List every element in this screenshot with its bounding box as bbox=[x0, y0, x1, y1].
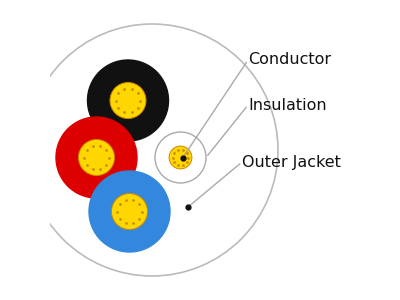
Circle shape bbox=[78, 140, 114, 175]
Text: Conductor: Conductor bbox=[248, 52, 331, 68]
Text: Outer Jacket: Outer Jacket bbox=[242, 154, 341, 169]
Circle shape bbox=[110, 82, 146, 118]
Circle shape bbox=[88, 60, 168, 141]
Circle shape bbox=[169, 146, 192, 169]
Circle shape bbox=[26, 24, 278, 276]
Circle shape bbox=[56, 117, 137, 198]
Circle shape bbox=[155, 132, 206, 183]
Circle shape bbox=[89, 171, 170, 252]
Circle shape bbox=[112, 194, 148, 230]
Text: Insulation: Insulation bbox=[248, 98, 327, 112]
